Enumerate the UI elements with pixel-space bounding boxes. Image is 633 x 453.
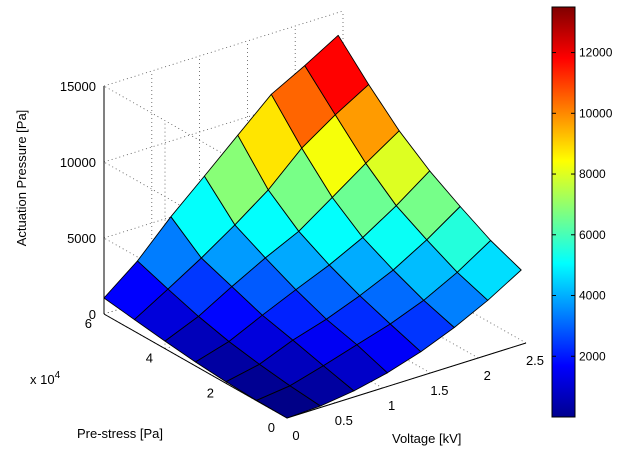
x-tick-label: 1.5 (430, 383, 448, 398)
z-tick-label: 15000 (60, 79, 96, 94)
surface-patch (456, 240, 522, 301)
x-tick-label: 0 (292, 428, 299, 443)
colorbar-tick-label: 6000 (579, 228, 606, 242)
colorbar (551, 6, 576, 418)
colorbar-ticks: 2000 4000 6000 8000 10000 12000 (552, 46, 613, 363)
z-axis-label: Actuation Pressure [Pa] (14, 110, 29, 247)
y-tick-label: 4 (146, 351, 153, 366)
z-tick-label: 5000 (67, 231, 96, 246)
surface-plot (103, 34, 522, 419)
colorbar-tick-label: 4000 (579, 289, 606, 303)
colorbar-tick-label: 10000 (579, 106, 613, 120)
x-axis-line (286, 342, 527, 419)
colorbar-tick-label: 8000 (579, 167, 606, 181)
y-axis-label: Pre-stress [Pa] (77, 426, 163, 441)
x-tick-label: 2.5 (526, 353, 544, 368)
colorbar-tick-label: 2000 (579, 349, 606, 363)
y-axis-multiplier: x 104 (30, 370, 61, 387)
x-axis-label: Voltage [kV] (392, 431, 461, 446)
colorbar-tick-label: 12000 (579, 46, 613, 60)
z-tick-label: 0 (89, 307, 96, 322)
y-tick-label: 0 (268, 420, 275, 435)
x-tick-label: 2 (484, 368, 491, 383)
x-tick-label: 0.5 (335, 413, 353, 428)
y-tick-label: 6 (85, 316, 92, 331)
y-tick-label: 2 (207, 385, 214, 400)
z-tick-label: 10000 (60, 155, 96, 170)
grid-line (103, 10, 344, 87)
x-tick-label: 1 (388, 398, 395, 413)
